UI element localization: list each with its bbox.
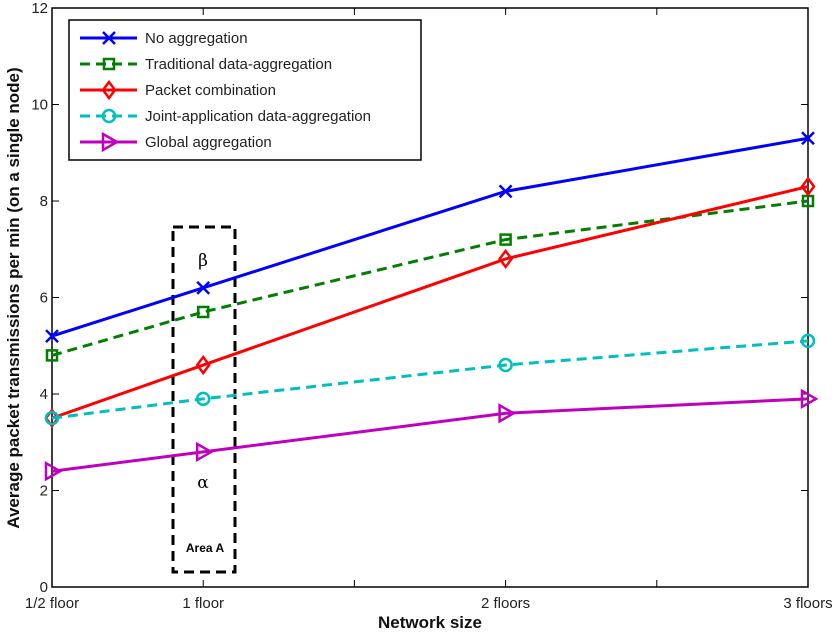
area-a-label: Area A — [186, 541, 225, 555]
x-marker — [102, 31, 116, 45]
legend-item: Global aggregation — [80, 131, 272, 153]
series-group — [44, 131, 819, 482]
legend-item: Joint-application data-aggregation — [80, 108, 371, 125]
x-marker — [498, 184, 513, 199]
triangle-marker — [800, 388, 819, 409]
y-tick-label: 12 — [31, 0, 48, 17]
area-a-box — [171, 225, 237, 574]
legend-item: Packet combination — [80, 79, 276, 101]
circle-marker — [195, 391, 211, 407]
y-tick-label: 0 — [40, 579, 48, 596]
x-tick-label: 2 floors — [481, 595, 530, 612]
x-marker — [196, 280, 211, 295]
diamond-marker — [101, 79, 117, 101]
circle-marker — [498, 357, 513, 373]
axes: 0 2 4 6 8 10 12 1/2 floor 1 floor 2 floors 3 floor… — [25, 0, 833, 612]
triangle-marker — [498, 403, 517, 424]
legend-label: Joint-application data-aggregation — [145, 108, 371, 125]
y-tick-label: 8 — [40, 193, 48, 210]
series-line — [51, 199, 809, 357]
x-marker — [801, 131, 815, 146]
series-traditional-data-aggregation — [45, 194, 815, 362]
triangle-marker — [101, 131, 120, 153]
x-tick-label: 3 floors — [783, 595, 832, 612]
y-tick-label: 6 — [40, 290, 48, 307]
series-line — [51, 339, 809, 420]
diamond-marker — [195, 354, 211, 376]
legend: No aggregation Traditional data-aggregati… — [68, 19, 422, 161]
x-marker — [45, 329, 59, 343]
circle-marker — [101, 108, 117, 124]
legend-label: Global aggregation — [145, 134, 272, 151]
x-axis-label: Network size — [378, 613, 482, 632]
diamond-marker — [800, 176, 816, 197]
triangle-marker — [195, 441, 214, 463]
y-tick-label: 10 — [31, 97, 48, 114]
square-marker — [196, 305, 210, 319]
y-tick-label: 2 — [40, 483, 48, 500]
series-packet-combination — [44, 176, 816, 429]
series-no-aggregation — [45, 131, 815, 343]
series-joint-application-data-aggregation — [44, 333, 816, 426]
triangle-marker — [44, 461, 63, 482]
y-tick-label: 4 — [40, 386, 48, 403]
square-marker — [499, 233, 512, 246]
legend-label: Traditional data-aggregation — [145, 56, 332, 73]
legend-label: No aggregation — [145, 30, 248, 47]
circle-marker — [800, 333, 816, 349]
square-marker — [45, 349, 59, 362]
series-line — [51, 185, 809, 420]
series-global-aggregation — [44, 388, 819, 482]
circle-marker — [44, 410, 60, 426]
square-marker — [102, 57, 116, 71]
area-a-annotation: β α Area A — [171, 225, 237, 574]
alpha-label: α — [197, 473, 209, 493]
series-line — [51, 397, 809, 473]
series-line — [51, 136, 809, 338]
legend-label: Packet combination — [145, 82, 276, 99]
diamond-marker — [498, 248, 514, 269]
legend-item: No aggregation — [80, 30, 248, 47]
x-tick-label: 1/2 floor — [25, 595, 79, 612]
legend-item: Traditional data-aggregation — [80, 56, 332, 73]
beta-label: β — [198, 251, 208, 271]
x-tick-label: 1 floor — [182, 595, 224, 612]
y-axis-label: Average packet transmissions per min (on… — [4, 67, 23, 528]
